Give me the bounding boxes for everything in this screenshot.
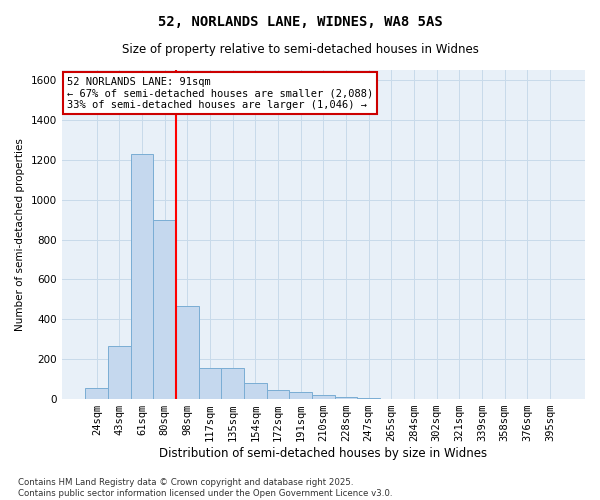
Text: Size of property relative to semi-detached houses in Widnes: Size of property relative to semi-detach… [122, 42, 478, 56]
Bar [266, 390, 289, 399]
Bar [289, 392, 312, 399]
Text: 52, NORLANDS LANE, WIDNES, WA8 5AS: 52, NORLANDS LANE, WIDNES, WA8 5AS [158, 15, 442, 29]
Bar [335, 398, 358, 399]
Bar [199, 368, 221, 399]
Bar [108, 346, 131, 399]
Bar [154, 220, 176, 399]
Text: 52 NORLANDS LANE: 91sqm
← 67% of semi-detached houses are smaller (2,088)
33% of: 52 NORLANDS LANE: 91sqm ← 67% of semi-de… [67, 76, 373, 110]
Bar [131, 154, 154, 399]
X-axis label: Distribution of semi-detached houses by size in Widnes: Distribution of semi-detached houses by … [159, 447, 487, 460]
Bar [85, 388, 108, 399]
Bar [221, 368, 244, 399]
Text: Contains HM Land Registry data © Crown copyright and database right 2025.
Contai: Contains HM Land Registry data © Crown c… [18, 478, 392, 498]
Bar [244, 383, 266, 399]
Bar [176, 306, 199, 399]
Y-axis label: Number of semi-detached properties: Number of semi-detached properties [15, 138, 25, 331]
Bar [358, 398, 380, 399]
Bar [312, 395, 335, 399]
